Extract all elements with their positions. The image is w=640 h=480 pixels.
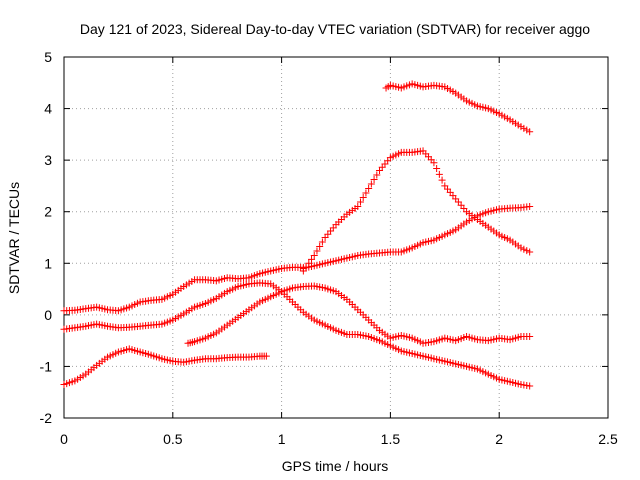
y-tick-label: -2: [40, 410, 53, 426]
data-point-marker: [523, 382, 531, 390]
y-tick-label: 0: [44, 307, 52, 323]
data-point-marker: [370, 175, 378, 183]
x-tick-label: 2: [495, 431, 503, 447]
data-point-marker: [299, 267, 307, 275]
series-track-3: [60, 345, 270, 388]
plot-frame: [63, 56, 609, 419]
axis-ticks: 0 0.5 1 1.5 2 2.5 -2 -1 0 1 2 3 4 5: [40, 49, 618, 447]
grid: [64, 57, 608, 418]
x-tick-label: 0.5: [163, 431, 183, 447]
data-point-marker: [365, 185, 373, 193]
data-point-marker: [517, 380, 525, 388]
data-point-marker: [435, 170, 443, 178]
y-axis-title: SDTVAR / TECUs: [6, 182, 22, 294]
data-point-marker: [520, 245, 528, 253]
data-point-marker: [316, 243, 324, 251]
data-point-marker: [262, 352, 270, 360]
series-track-2: [60, 279, 534, 390]
series-track-7: [382, 80, 534, 136]
data-point-marker: [526, 203, 534, 211]
y-tick-label: 1: [44, 255, 52, 271]
series-track-5: [299, 203, 534, 272]
data-point-marker: [520, 124, 528, 132]
data-point-marker: [526, 382, 534, 390]
data-point-marker: [362, 189, 370, 197]
data-point-marker: [310, 252, 318, 260]
data-point-marker: [523, 247, 531, 255]
y-tick-label: 2: [44, 204, 52, 220]
data-point-marker: [359, 194, 367, 202]
data-point-marker: [526, 333, 534, 341]
y-tick-label: 4: [44, 101, 52, 117]
x-axis-title: GPS time / hours: [282, 458, 389, 474]
data-point-marker: [305, 259, 313, 267]
data-point-marker: [308, 255, 316, 263]
series-track-1: [60, 263, 307, 315]
series-track-6: [299, 147, 534, 275]
x-tick-label: 2.5: [598, 431, 618, 447]
x-tick-label: 0: [60, 431, 68, 447]
chart-title: Day 121 of 2023, Sidereal Day-to-day VTE…: [80, 21, 590, 37]
data-point-marker: [526, 248, 534, 256]
data-point-marker: [517, 244, 525, 252]
data-point-marker: [356, 198, 364, 206]
data-point-marker: [520, 381, 528, 389]
x-tick-label: 1.5: [381, 431, 401, 447]
y-tick-label: 3: [44, 152, 52, 168]
data-point-marker: [373, 171, 381, 179]
data-point-marker: [313, 247, 321, 255]
x-tick-label: 1: [278, 431, 286, 447]
data-point-marker: [367, 180, 375, 188]
y-tick-label: 5: [44, 49, 52, 65]
data-point-marker: [523, 126, 531, 134]
data-point-marker: [517, 123, 525, 131]
data-point-marker: [430, 159, 438, 167]
data-point-marker: [526, 128, 534, 136]
data-point-marker: [438, 176, 446, 184]
series-track-4: [184, 282, 534, 347]
data-point-marker: [318, 238, 326, 246]
data-series: [60, 80, 534, 390]
data-point-marker: [302, 263, 310, 271]
data-point-marker: [433, 165, 441, 173]
y-tick-label: -1: [40, 358, 53, 374]
data-point-marker: [354, 203, 362, 211]
